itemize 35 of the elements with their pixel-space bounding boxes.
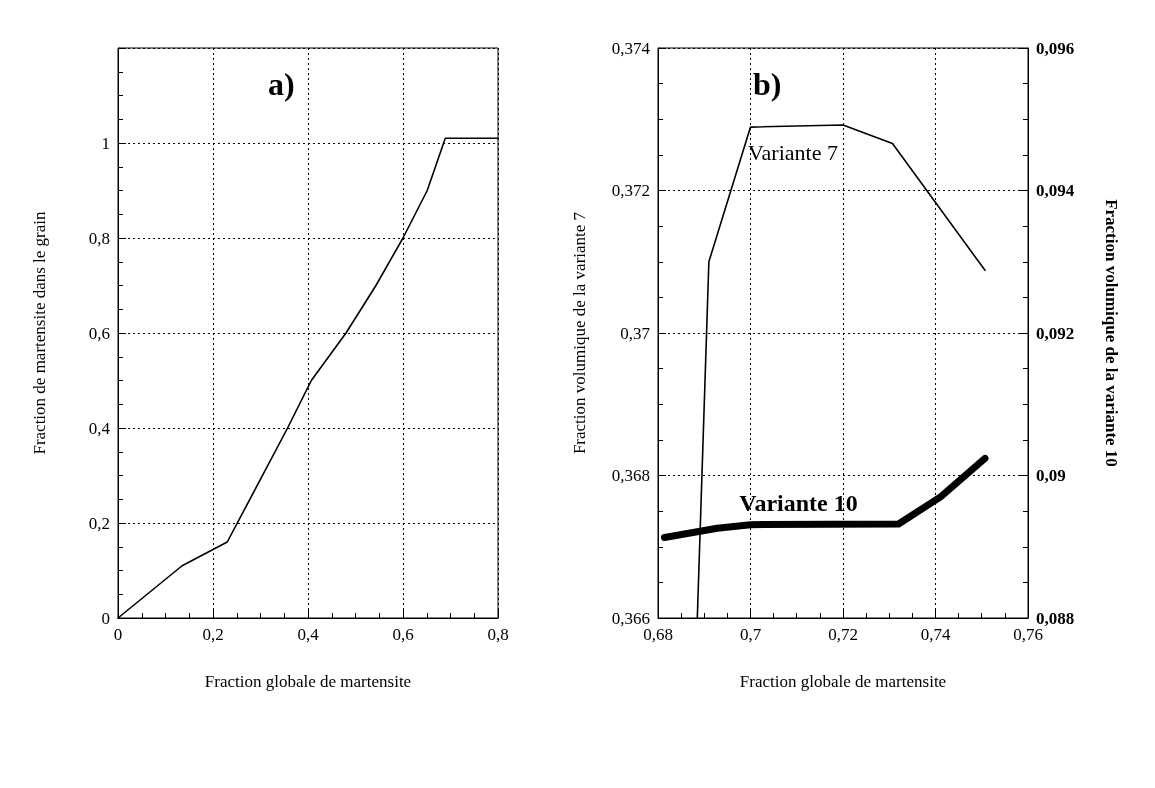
y-tick-label: 0,8	[88, 228, 110, 248]
y-tick-label: 1	[101, 133, 110, 153]
y-tick-label: 0,37	[620, 323, 651, 343]
x-tick-label: 0,2	[202, 625, 224, 644]
y-axis-title: Fraction de martensite dans le grain	[30, 210, 49, 455]
x-tick-label: 0,74	[920, 625, 951, 644]
x-tick-label: 0,4	[297, 625, 320, 644]
y-tick-label: 0,4	[88, 418, 111, 438]
y2-tick-label: 0,094	[1036, 181, 1075, 200]
y-tick-label: 0	[101, 608, 110, 628]
y-tick-label: 0,372	[611, 181, 650, 200]
annotation: a)	[268, 66, 295, 102]
annotation: b)	[753, 66, 782, 102]
y-tick-label: 0,2	[88, 513, 110, 533]
y-axis-title: Fraction volumique de la variante 7	[570, 211, 589, 455]
x-tick-label: 0	[113, 625, 123, 644]
x-axis-title: Fraction globale de martensite	[204, 672, 412, 691]
y2-tick-label: 0,096	[1036, 38, 1075, 58]
y2-tick-label: 0,088	[1036, 608, 1075, 628]
y2-axis-title: Fraction volumique de la variante 10	[1102, 199, 1121, 467]
y2-tick-label: 0,092	[1036, 323, 1075, 343]
series-label: Variante 7	[748, 140, 838, 166]
x-tick-label: 0,68	[643, 625, 673, 644]
x-tick-label: 0,72	[828, 625, 858, 644]
x-tick-label: 0,6	[392, 625, 414, 644]
y-tick-label: 0,366	[611, 608, 650, 628]
y-tick-label: 0,374	[611, 38, 651, 58]
y2-tick-label: 0,09	[1036, 466, 1066, 485]
x-tick-label: 0,76	[1013, 625, 1043, 644]
x-axis-title: Fraction globale de martensite	[739, 672, 947, 691]
y-tick-label: 0,368	[611, 466, 650, 485]
y-tick-label: 0,6	[88, 323, 110, 343]
x-tick-label: 0,8	[487, 625, 509, 644]
x-tick-label: 0,7	[739, 625, 762, 644]
series-label: Variante 10	[739, 489, 858, 516]
